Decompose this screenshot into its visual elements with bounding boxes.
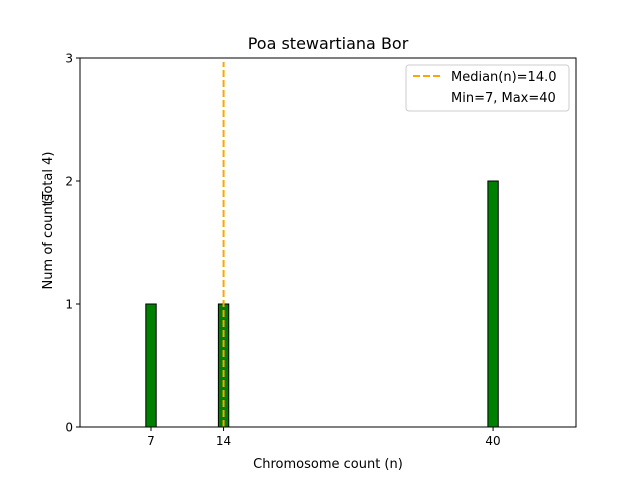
legend-range-label: Min=7, Max=40 xyxy=(451,91,556,106)
y-axis-label: Num of counts xyxy=(41,194,56,289)
y-tick-label-3: 3 xyxy=(65,52,73,66)
x-tick-label-7: 7 xyxy=(147,434,155,448)
plot-frame xyxy=(79,57,577,428)
legend: Median(n)=14.0 Min=7, Max=40 xyxy=(405,64,570,112)
x-axis-label: Chromosome count (n) xyxy=(253,457,403,472)
legend-box xyxy=(405,64,570,112)
bar-40 xyxy=(487,180,499,428)
y-tick-label-1: 1 xyxy=(65,298,73,312)
y-axis-total-label: (Total 4) xyxy=(41,152,56,205)
bar-7 xyxy=(145,303,157,428)
x-tick-label-14: 14 xyxy=(216,434,231,448)
y-tick-label-2: 2 xyxy=(65,175,73,189)
legend-median-label: Median(n)=14.0 xyxy=(451,70,557,85)
y-tick-label-0: 0 xyxy=(65,421,73,435)
chart-title: Poa stewartiana Bor xyxy=(248,34,409,53)
x-tick-label-40: 40 xyxy=(485,434,500,448)
